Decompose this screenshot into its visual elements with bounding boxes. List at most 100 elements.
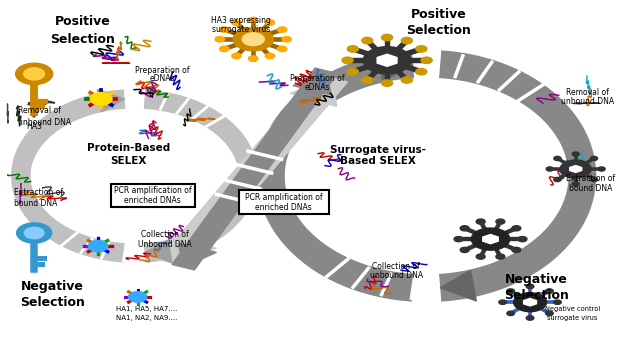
Circle shape bbox=[554, 177, 561, 182]
Circle shape bbox=[526, 316, 534, 320]
Polygon shape bbox=[376, 53, 399, 68]
Circle shape bbox=[401, 77, 412, 83]
Text: Negative: Negative bbox=[21, 280, 84, 293]
Circle shape bbox=[128, 292, 147, 302]
Circle shape bbox=[24, 68, 45, 80]
Circle shape bbox=[513, 293, 546, 312]
Circle shape bbox=[460, 247, 469, 252]
Circle shape bbox=[347, 46, 358, 52]
Text: Extraction of: Extraction of bbox=[14, 188, 63, 197]
FancyBboxPatch shape bbox=[111, 184, 195, 207]
Text: Removal of: Removal of bbox=[18, 106, 61, 115]
Circle shape bbox=[265, 53, 275, 59]
Text: Negative: Negative bbox=[505, 273, 567, 286]
Circle shape bbox=[381, 80, 392, 86]
Circle shape bbox=[512, 247, 521, 252]
Text: Surrogate virus-: Surrogate virus- bbox=[330, 145, 426, 155]
Circle shape bbox=[88, 240, 108, 252]
Circle shape bbox=[249, 56, 258, 61]
Polygon shape bbox=[377, 51, 413, 82]
Circle shape bbox=[416, 46, 427, 52]
Polygon shape bbox=[186, 68, 337, 251]
Text: Preparation of: Preparation of bbox=[290, 74, 344, 83]
Circle shape bbox=[554, 156, 561, 161]
Circle shape bbox=[546, 167, 554, 171]
Circle shape bbox=[476, 254, 485, 259]
Circle shape bbox=[342, 57, 353, 63]
Text: Preparation of: Preparation of bbox=[135, 65, 189, 75]
Text: Positive: Positive bbox=[55, 15, 111, 28]
Text: NA1, NA2, NA9....: NA1, NA2, NA9.... bbox=[116, 315, 177, 321]
Circle shape bbox=[526, 284, 534, 289]
Circle shape bbox=[24, 227, 44, 239]
FancyBboxPatch shape bbox=[239, 190, 329, 214]
Circle shape bbox=[361, 37, 373, 44]
Circle shape bbox=[572, 152, 579, 156]
Polygon shape bbox=[178, 74, 347, 246]
Text: SELEX: SELEX bbox=[110, 156, 147, 166]
Circle shape bbox=[16, 63, 53, 84]
Circle shape bbox=[572, 182, 579, 186]
Text: unbound DNA: unbound DNA bbox=[370, 271, 423, 281]
Circle shape bbox=[554, 300, 561, 304]
Polygon shape bbox=[569, 164, 583, 174]
Polygon shape bbox=[293, 71, 331, 95]
Polygon shape bbox=[170, 235, 216, 264]
Text: Selection: Selection bbox=[406, 24, 471, 37]
Circle shape bbox=[454, 237, 463, 242]
Text: Unbound DNA: Unbound DNA bbox=[138, 240, 192, 249]
Circle shape bbox=[460, 226, 469, 231]
Text: unbound DNA: unbound DNA bbox=[561, 97, 614, 106]
Circle shape bbox=[278, 27, 287, 32]
Text: PCR amplification of
enriched DNAs: PCR amplification of enriched DNAs bbox=[114, 186, 192, 205]
Text: Collection of: Collection of bbox=[373, 262, 420, 271]
Circle shape bbox=[363, 46, 411, 74]
Circle shape bbox=[242, 33, 264, 46]
Text: eDNAs: eDNAs bbox=[304, 83, 330, 92]
Circle shape bbox=[496, 254, 505, 259]
Polygon shape bbox=[172, 88, 323, 270]
Circle shape bbox=[278, 46, 287, 52]
Text: bound DNA: bound DNA bbox=[569, 184, 613, 193]
Circle shape bbox=[512, 226, 521, 231]
Circle shape bbox=[381, 34, 392, 41]
Polygon shape bbox=[481, 233, 500, 245]
Circle shape bbox=[421, 57, 432, 63]
Circle shape bbox=[232, 20, 241, 25]
Circle shape bbox=[590, 177, 598, 182]
Circle shape bbox=[233, 28, 273, 51]
Circle shape bbox=[507, 289, 515, 293]
Circle shape bbox=[249, 17, 258, 23]
Circle shape bbox=[90, 93, 112, 105]
Circle shape bbox=[401, 37, 412, 44]
Text: HA1, HA5, HA7....: HA1, HA5, HA7.... bbox=[116, 306, 177, 312]
Circle shape bbox=[219, 46, 229, 52]
Text: Removal of: Removal of bbox=[567, 88, 609, 98]
Circle shape bbox=[598, 167, 605, 171]
Text: Extraction of: Extraction of bbox=[566, 174, 616, 183]
Polygon shape bbox=[144, 240, 172, 263]
Text: Selection: Selection bbox=[503, 289, 569, 302]
Polygon shape bbox=[159, 96, 329, 268]
Text: surrogate virus: surrogate virus bbox=[212, 25, 270, 34]
Text: PCR amplification of
enriched DNAs: PCR amplification of enriched DNAs bbox=[245, 193, 322, 212]
Circle shape bbox=[347, 69, 358, 75]
Circle shape bbox=[219, 27, 229, 32]
Circle shape bbox=[215, 37, 224, 42]
Text: Protein-Based: Protein-Based bbox=[87, 144, 170, 153]
Circle shape bbox=[232, 53, 241, 59]
Circle shape bbox=[496, 219, 505, 224]
Circle shape bbox=[282, 37, 291, 42]
Text: HA3 expressing: HA3 expressing bbox=[211, 17, 271, 25]
Text: surrogate virus: surrogate virus bbox=[547, 315, 598, 321]
Circle shape bbox=[499, 300, 507, 304]
Text: Collection of: Collection of bbox=[141, 230, 189, 239]
Circle shape bbox=[471, 228, 510, 250]
Circle shape bbox=[560, 160, 591, 178]
Polygon shape bbox=[179, 243, 216, 267]
Circle shape bbox=[476, 219, 485, 224]
Text: eDNAs: eDNAs bbox=[149, 74, 175, 83]
Circle shape bbox=[416, 69, 427, 75]
Text: Based SELEX: Based SELEX bbox=[340, 156, 416, 166]
Polygon shape bbox=[522, 297, 538, 307]
